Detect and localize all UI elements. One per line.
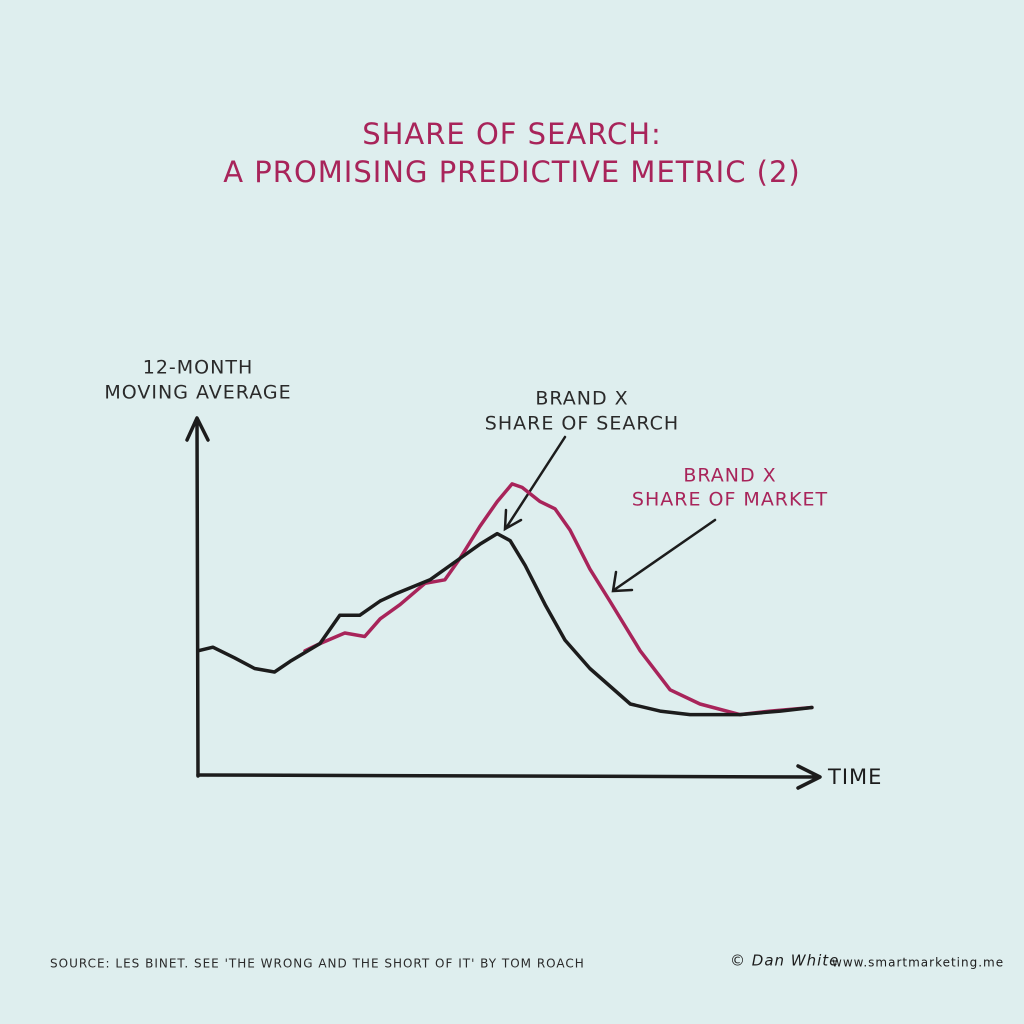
chart-title: A PROMISING PREDICTIVE METRIC (2) [223, 155, 801, 189]
annotation: SHARE OF SEARCH [485, 413, 679, 435]
chart-title: SHARE OF SEARCH: [362, 117, 662, 151]
source: SOURCE: LES BINET. SEE 'THE WRONG AND TH… [50, 957, 585, 971]
line [196, 531, 814, 717]
website: www.smartmarketing.me [832, 956, 1004, 970]
annotation-arrow [503, 435, 567, 532]
y-axis [185, 416, 210, 778]
line [303, 482, 814, 717]
y-axis-label: 12-MONTH [143, 357, 254, 379]
credit: © Dan White [730, 952, 839, 970]
x-axis-label: TIME [827, 765, 882, 789]
annotation-arrow [611, 518, 717, 593]
annotation: SHARE OF MARKET [632, 489, 828, 511]
y-axis-label: MOVING AVERAGE [104, 382, 291, 404]
annotation: BRAND X [535, 388, 628, 410]
annotation: BRAND X [683, 465, 776, 487]
axes [185, 416, 822, 790]
x-axis [196, 764, 822, 790]
